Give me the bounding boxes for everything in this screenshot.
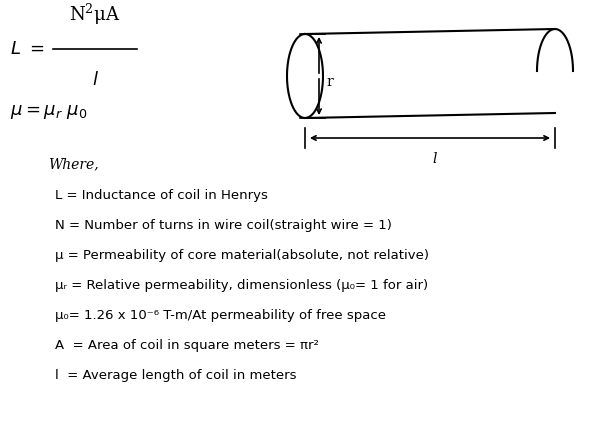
- Text: $L\ =$: $L\ =$: [10, 40, 44, 58]
- Text: N = Number of turns in wire coil(straight wire = 1): N = Number of turns in wire coil(straigh…: [55, 220, 392, 233]
- Text: L = Inductance of coil in Henrys: L = Inductance of coil in Henrys: [55, 190, 268, 203]
- Text: μ = Permeability of core material(absolute, not relative): μ = Permeability of core material(absolu…: [55, 250, 429, 263]
- Text: μᵣ = Relative permeability, dimensionless (μ₀= 1 for air): μᵣ = Relative permeability, dimensionles…: [55, 279, 428, 293]
- Text: Where,: Where,: [48, 157, 98, 171]
- Text: μ₀= 1.26 x 10⁻⁶ T-m/At permeability of free space: μ₀= 1.26 x 10⁻⁶ T-m/At permeability of f…: [55, 309, 386, 322]
- Text: r: r: [326, 75, 333, 89]
- Text: $l$: $l$: [92, 71, 98, 89]
- Text: l: l: [433, 152, 437, 166]
- Text: $\mathregular{N^2\mu A}$: $\mathregular{N^2\mu A}$: [70, 2, 121, 27]
- Text: A  = Area of coil in square meters = πr²: A = Area of coil in square meters = πr²: [55, 339, 319, 352]
- Text: $\mu = \mu_r\ \mu_0$: $\mu = \mu_r\ \mu_0$: [10, 103, 88, 121]
- Text: l  = Average length of coil in meters: l = Average length of coil in meters: [55, 369, 296, 382]
